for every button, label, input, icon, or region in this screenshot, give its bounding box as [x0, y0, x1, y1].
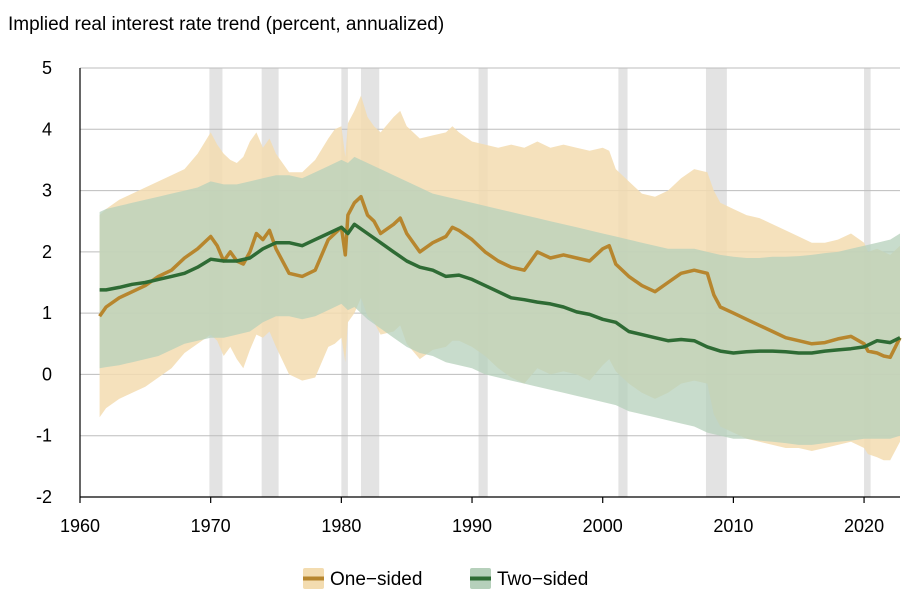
- y-tick-label-0: -2: [36, 487, 52, 507]
- y-tick-label-4: 2: [42, 242, 52, 262]
- band-two-sided: [99, 156, 901, 445]
- y-tick-label-1: -1: [36, 426, 52, 446]
- y-tick-label-7: 5: [42, 58, 52, 78]
- x-tick-label-4: 2000: [583, 516, 623, 536]
- y-tick-labels: -2 -1 0 1 2 3 4 5: [36, 58, 52, 507]
- line-two-sided: [99, 222, 901, 355]
- y-tick-label-6: 4: [42, 119, 52, 139]
- y-tick-label-5: 3: [42, 181, 52, 201]
- confidence-bands: [99, 95, 901, 461]
- x-tick-label-0: 1960: [60, 516, 100, 536]
- x-tick-label-3: 1990: [452, 516, 492, 536]
- x-tick-label-2: 1980: [321, 516, 361, 536]
- x-tick-labels: 1960 1970 1980 1990 2000 2010 2020: [60, 516, 884, 536]
- series-lines: [98, 194, 902, 360]
- legend-label-two-sided: Two−sided: [497, 569, 588, 590]
- axes: [79, 68, 900, 503]
- legend: One−sided Two−sided: [303, 568, 588, 590]
- y-tick-label-3: 1: [42, 303, 52, 323]
- chart-title: Implied real interest rate trend (percen…: [8, 14, 444, 35]
- y-tick-label-2: 0: [42, 364, 52, 384]
- x-tick-label-5: 2010: [713, 516, 753, 536]
- legend-label-one-sided: One−sided: [330, 569, 422, 590]
- x-tick-label-1: 1970: [191, 516, 231, 536]
- x-tick-label-6: 2020: [844, 516, 884, 536]
